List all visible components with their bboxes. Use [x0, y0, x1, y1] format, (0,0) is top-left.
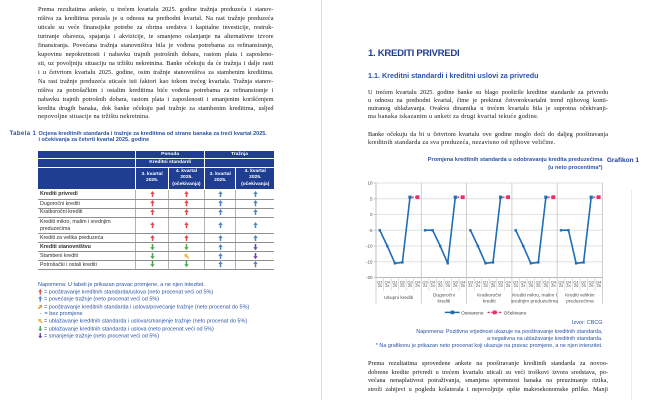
svg-text:Dugoročni: Dugoročni — [433, 293, 455, 299]
svg-text:24: 24 — [559, 283, 564, 288]
svg-text:Q4: Q4 — [521, 279, 527, 284]
svg-text:Q1: Q1 — [573, 279, 579, 284]
svg-text:25: 25 — [596, 283, 601, 288]
svg-text:25: 25 — [544, 283, 549, 288]
svg-text:krediti: krediti — [483, 298, 496, 304]
svg-text:Q3: Q3 — [589, 279, 595, 284]
svg-text:24: 24 — [566, 283, 571, 288]
svg-text:Ukupni krediti: Ukupni krediti — [384, 295, 413, 301]
svg-text:Q4: Q4 — [505, 279, 511, 284]
svg-text:Q3: Q3 — [453, 279, 459, 284]
svg-text:Q4: Q4 — [385, 279, 391, 284]
svg-text:0: 0 — [370, 212, 373, 217]
svg-text:Ostvareno: Ostvareno — [461, 310, 483, 316]
svg-text:25: 25 — [415, 283, 420, 288]
svg-text:Q3: Q3 — [377, 279, 383, 284]
svg-text:Q1: Q1 — [438, 279, 444, 284]
svg-text:24: 24 — [423, 283, 428, 288]
svg-text:Q1: Q1 — [483, 279, 489, 284]
svg-text:25: 25 — [551, 283, 556, 288]
svg-text:-15: -15 — [366, 259, 373, 264]
svg-text:24: 24 — [468, 283, 473, 288]
svg-text:25: 25 — [393, 283, 398, 288]
svg-text:Q2: Q2 — [490, 279, 496, 284]
svg-text:Q3: Q3 — [468, 279, 474, 284]
svg-text:25: 25 — [408, 283, 413, 288]
svg-text:Q4: Q4 — [430, 279, 436, 284]
svg-text:Q2: Q2 — [536, 279, 542, 284]
svg-text:25: 25 — [574, 283, 579, 288]
svg-text:Krediti mikro, malim i: Krediti mikro, malim i — [512, 293, 557, 299]
svg-text:Q2: Q2 — [581, 279, 587, 284]
svg-text:-20: -20 — [366, 275, 373, 280]
svg-text:srednjim preduzećima: srednjim preduzećima — [511, 298, 558, 304]
svg-text:-5: -5 — [369, 228, 374, 233]
svg-text:25: 25 — [498, 283, 503, 288]
svg-text:Q4: Q4 — [415, 279, 421, 284]
svg-text:preduzećima: preduzećima — [566, 298, 594, 304]
svg-text:Q2: Q2 — [445, 279, 451, 284]
svg-text:Q4: Q4 — [475, 279, 481, 284]
svg-text:-10: -10 — [366, 244, 373, 249]
svg-text:25: 25 — [453, 283, 458, 288]
svg-text:25: 25 — [536, 283, 541, 288]
svg-text:25: 25 — [438, 283, 443, 288]
svg-text:Q4: Q4 — [551, 279, 557, 284]
svg-text:Q1: Q1 — [392, 279, 398, 284]
svg-text:Q3: Q3 — [407, 279, 413, 284]
svg-text:24: 24 — [378, 283, 383, 288]
svg-text:krediti: krediti — [438, 298, 451, 304]
svg-text:24: 24 — [430, 283, 435, 288]
svg-text:24: 24 — [385, 283, 390, 288]
svg-text:Q4: Q4 — [566, 279, 572, 284]
svg-text:25: 25 — [461, 283, 466, 288]
svg-text:Q1: Q1 — [528, 279, 534, 284]
svg-text:Q3: Q3 — [558, 279, 564, 284]
svg-text:Krediti velikim: Krediti velikim — [565, 293, 595, 299]
svg-text:5: 5 — [370, 196, 373, 201]
svg-text:Q3: Q3 — [543, 279, 549, 284]
svg-text:25: 25 — [581, 283, 586, 288]
svg-text:10: 10 — [367, 181, 373, 186]
svg-text:25: 25 — [483, 283, 488, 288]
svg-text:25: 25 — [506, 283, 511, 288]
svg-text:Q4: Q4 — [596, 279, 602, 284]
svg-text:25: 25 — [445, 283, 450, 288]
svg-text:24: 24 — [521, 283, 526, 288]
svg-text:Q4: Q4 — [460, 279, 466, 284]
svg-text:25: 25 — [400, 283, 405, 288]
svg-text:Očekivano: Očekivano — [504, 310, 527, 316]
svg-text:Kratkoročni: Kratkoročni — [477, 293, 501, 299]
svg-text:24: 24 — [513, 283, 518, 288]
svg-text:25: 25 — [529, 283, 534, 288]
svg-text:24: 24 — [476, 283, 481, 288]
svg-text:Q3: Q3 — [513, 279, 519, 284]
svg-text:Q3: Q3 — [422, 279, 428, 284]
svg-text:Q2: Q2 — [400, 279, 406, 284]
svg-text:25: 25 — [589, 283, 594, 288]
svg-text:25: 25 — [491, 283, 496, 288]
svg-text:Q3: Q3 — [498, 279, 504, 284]
